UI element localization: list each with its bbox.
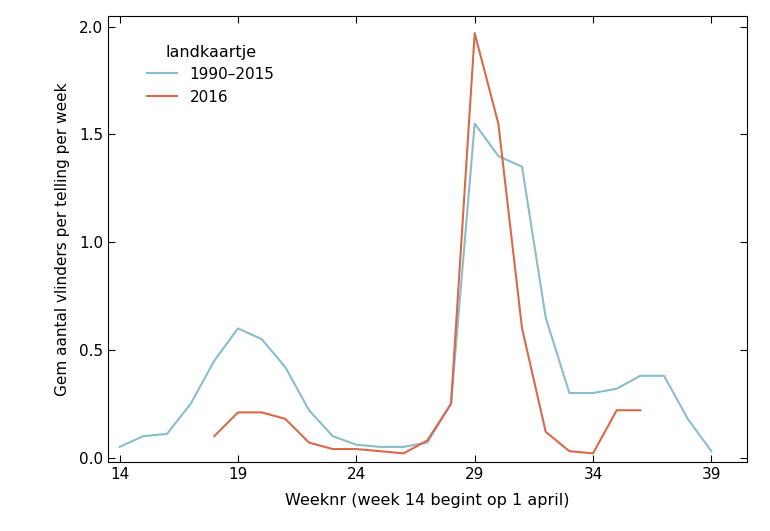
1990–2015 [423,439,432,446]
1990–2015 [588,390,598,396]
1990–2015 [328,433,337,439]
2016 [470,30,479,36]
2016 [399,450,408,457]
1990–2015 [494,153,503,159]
1990–2015 [707,448,716,455]
2016 [304,439,313,446]
1990–2015 [209,357,219,364]
1990–2015 [541,314,551,321]
1990–2015 [612,386,621,392]
2016 [233,409,243,416]
2016 [423,437,432,443]
1990–2015 [139,433,148,439]
1990–2015 [304,407,313,414]
2016 [447,400,456,407]
1990–2015 [233,325,243,331]
1990–2015 [683,416,692,422]
2016 [541,429,551,435]
1990–2015 [115,444,124,450]
2016 [209,433,219,439]
1990–2015 [470,121,479,127]
2016 [564,448,574,455]
Legend: 1990–2015, 2016: 1990–2015, 2016 [135,32,286,117]
1990–2015 [352,442,361,448]
2016 [494,121,503,127]
1990–2015 [162,431,172,437]
1990–2015 [376,444,385,450]
1990–2015 [447,400,456,407]
1990–2015 [281,364,290,370]
2016 [328,446,337,452]
2016 [517,325,527,331]
2016 [612,407,621,414]
1990–2015 [564,390,574,396]
1990–2015 [399,444,408,450]
1990–2015 [636,373,645,379]
Line: 1990–2015: 1990–2015 [119,124,711,451]
1990–2015 [517,164,527,170]
2016 [257,409,266,416]
2016 [636,407,645,414]
X-axis label: Weeknr (week 14 begint op 1 april): Weeknr (week 14 begint op 1 april) [285,493,570,508]
Line: 2016: 2016 [214,33,641,453]
2016 [588,450,598,457]
2016 [376,448,385,455]
2016 [352,446,361,452]
2016 [281,416,290,422]
1990–2015 [659,373,668,379]
1990–2015 [186,400,196,407]
Y-axis label: Gem aantal vlinders per telling per week: Gem aantal vlinders per telling per week [55,82,71,396]
1990–2015 [257,336,266,342]
